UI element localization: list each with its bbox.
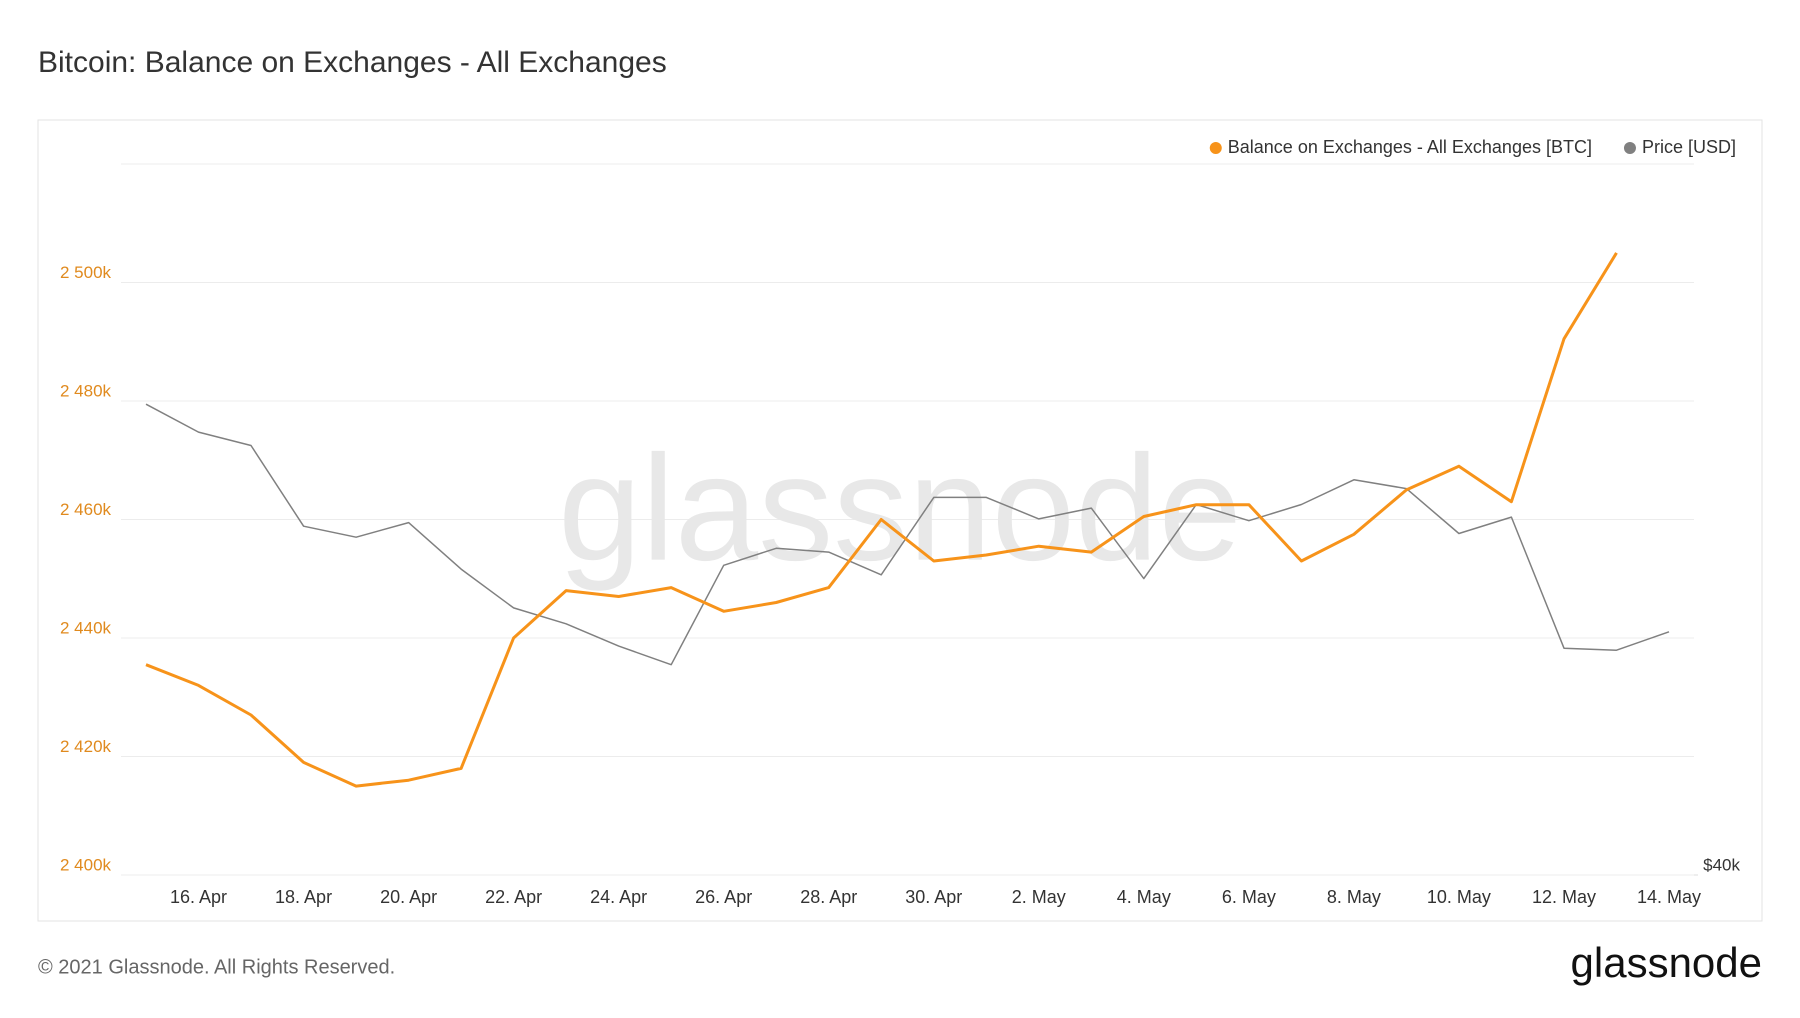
legend-marker (1209, 142, 1222, 154)
grid (121, 163, 1694, 876)
y2-tick-label: $40k (1703, 855, 1740, 874)
plot (145, 252, 1670, 788)
legend-label: Price [USD] (1642, 137, 1736, 157)
x-tick-label: 20. Apr (380, 887, 437, 907)
x-tick-label: 14. May (1637, 887, 1701, 907)
series-line (145, 252, 1618, 788)
y-tick-label: 2 480k (60, 381, 112, 400)
x-tick-label: 8. May (1327, 887, 1381, 907)
x-tick-label: 2. May (1012, 887, 1066, 907)
y-tick-label: 2 460k (60, 500, 112, 519)
x-tick-label: 22. Apr (485, 887, 542, 907)
x-tick-label: 24. Apr (590, 887, 647, 907)
y-tick-label: 2 440k (60, 618, 112, 637)
watermark: glassnode (558, 424, 1242, 592)
x-tick-label: 10. May (1427, 887, 1491, 907)
legend-marker (1623, 142, 1636, 154)
copyright: © 2021 Glassnode. All Rights Reserved. (38, 956, 395, 978)
x-tick-label: 6. May (1222, 887, 1276, 907)
y-tick-label: 2 500k (60, 263, 112, 282)
legend-label: Balance on Exchanges - All Exchanges [BT… (1228, 137, 1592, 157)
chart-frame (37, 119, 1763, 922)
x-tick-label: 28. Apr (800, 887, 857, 907)
x-tick-label: 30. Apr (905, 887, 962, 907)
series-line (145, 403, 1670, 666)
x-tick-label: 4. May (1117, 887, 1171, 907)
x-tick-label: 26. Apr (695, 887, 752, 907)
x-tick-label: 16. Apr (170, 887, 227, 907)
logo: glassnode (1571, 939, 1762, 986)
x-tick-label: 12. May (1532, 887, 1596, 907)
y-tick-label: 2 400k (60, 855, 112, 874)
y-tick-label: 2 420k (60, 737, 112, 756)
x-tick-label: 18. Apr (275, 887, 332, 907)
chart-title: Bitcoin: Balance on Exchanges - All Exch… (38, 46, 667, 79)
